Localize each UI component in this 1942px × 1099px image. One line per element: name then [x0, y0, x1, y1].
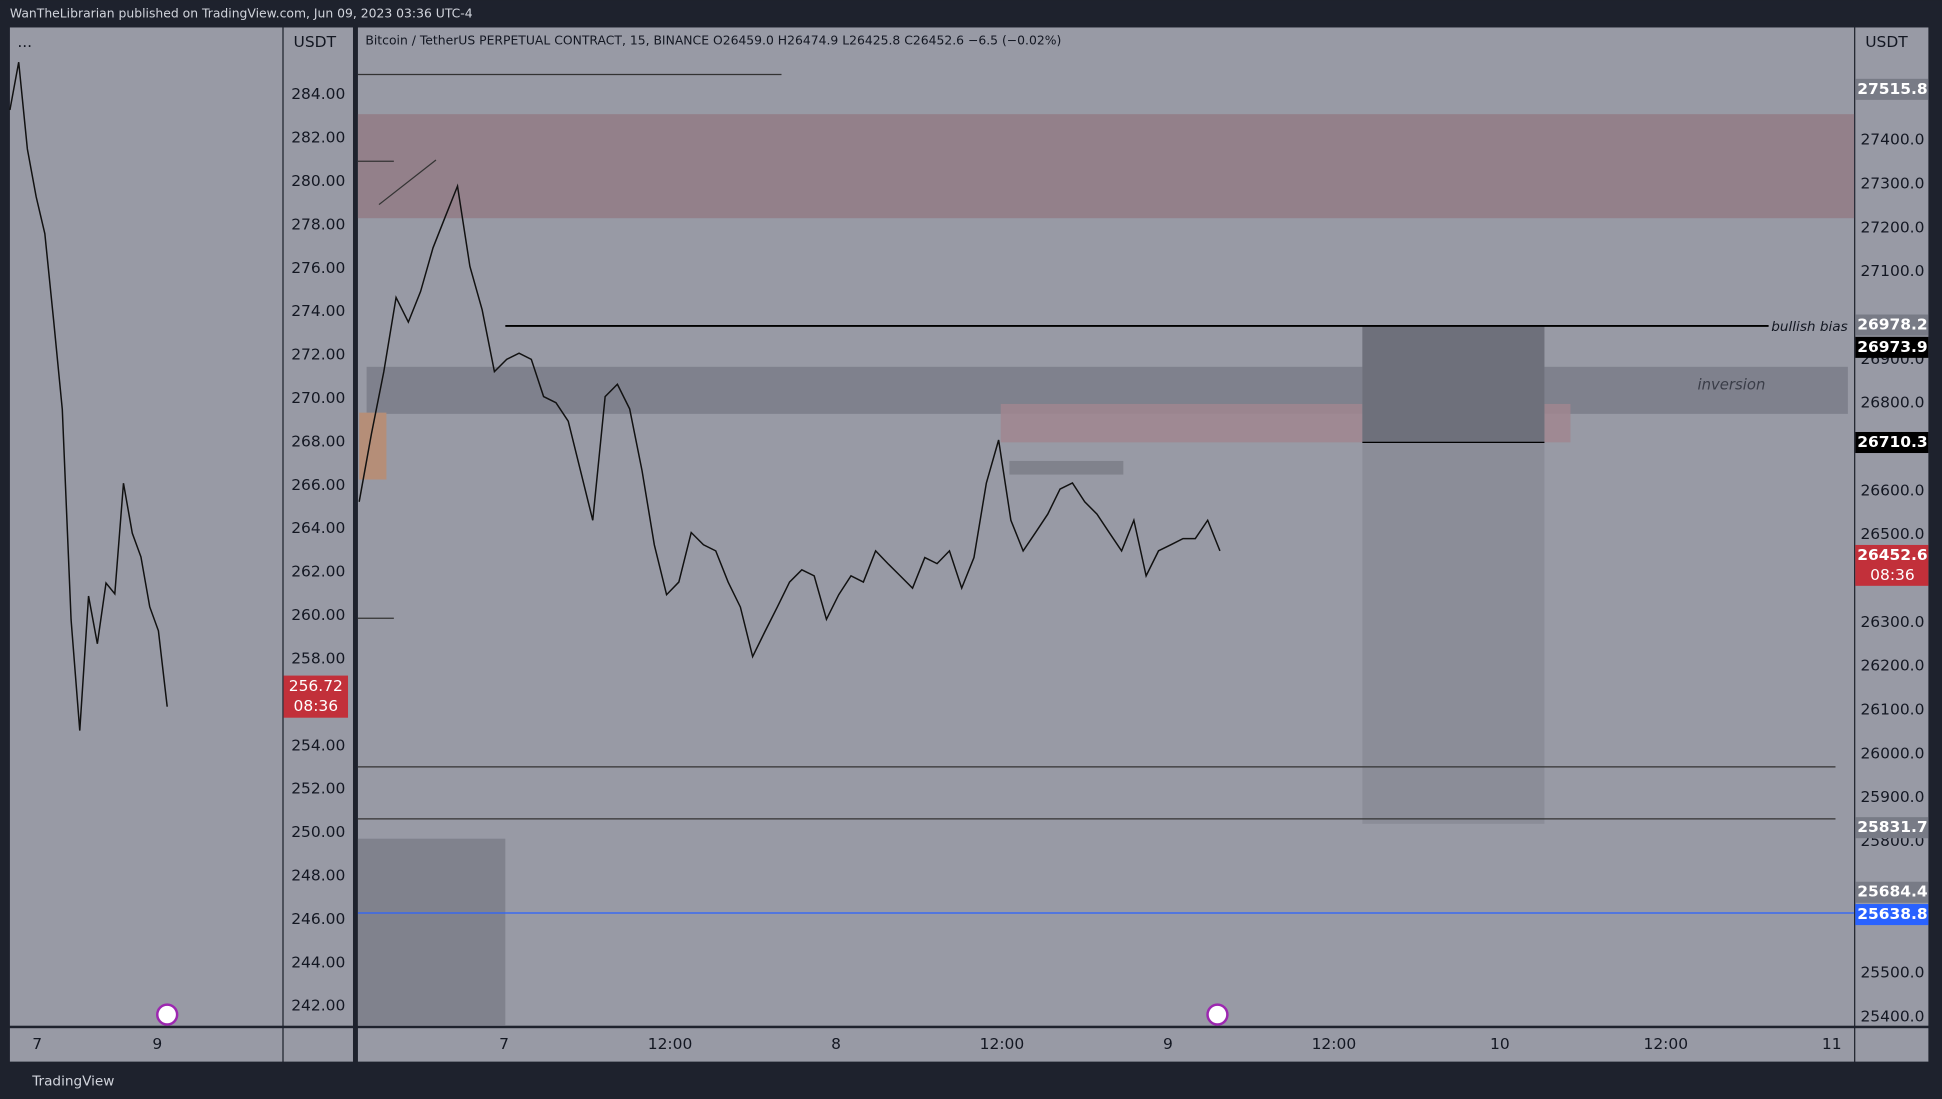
y-tick-label: 242.00 — [291, 997, 345, 1015]
zone — [357, 838, 506, 1026]
price-tag-label: 26978.2 — [1857, 316, 1927, 334]
price-tag-label: 27515.8 — [1857, 80, 1927, 98]
x-tick-label: 8 — [831, 1035, 841, 1053]
y-tick-label: 26200.0 — [1860, 657, 1924, 675]
price-tag — [1855, 881, 1929, 903]
price-tag-label: 25831.7 — [1857, 818, 1927, 836]
y-tick-label: 246.00 — [291, 910, 345, 928]
main-time-axis — [357, 1028, 1855, 1062]
event-icon[interactable] — [156, 1003, 179, 1026]
y-tick-label: 27300.0 — [1860, 174, 1924, 192]
x-tick-label: 7 — [32, 1035, 42, 1053]
left-pane — [9, 27, 283, 1026]
y-tick-label: 25500.0 — [1860, 964, 1924, 982]
y-tick-label: 26100.0 — [1860, 701, 1924, 719]
y-tick-label: 260.00 — [291, 606, 345, 624]
x-tick-label: 9 — [1163, 1035, 1173, 1053]
supply-zone — [357, 114, 1855, 219]
brand: TradingView — [31, 1073, 114, 1089]
y-tick-label: 282.00 — [291, 129, 345, 147]
price-tag — [1855, 431, 1929, 454]
zone — [1009, 460, 1124, 475]
price-line — [9, 62, 168, 731]
y-tick-label: 258.00 — [291, 649, 345, 667]
y-tick-label: 280.00 — [291, 172, 345, 190]
main-axis — [1855, 27, 1929, 1026]
corner — [1855, 1028, 1929, 1062]
price-tag — [1855, 817, 1929, 839]
y-tick-label: 276.00 — [291, 259, 345, 277]
symbol-info: Bitcoin / TetherUS PERPETUAL CONTRACT, 1… — [365, 34, 1061, 48]
y-tick-label: 25400.0 — [1860, 1007, 1924, 1025]
corner — [283, 1028, 353, 1062]
y-tick-label: 252.00 — [291, 780, 345, 798]
y-tick-label: 272.00 — [291, 346, 345, 364]
price-tag — [1855, 336, 1929, 358]
price-tag — [283, 675, 349, 718]
y-tick-label: 25900.0 — [1860, 788, 1924, 806]
y-tick-label: 248.00 — [291, 866, 345, 884]
annotation: inversion — [1697, 375, 1765, 393]
x-tick-label: 9 — [152, 1035, 162, 1053]
y-tick-label: 266.00 — [291, 476, 345, 494]
left-time-axis — [9, 1028, 283, 1062]
axis-unit: USDT — [294, 33, 337, 51]
menu[interactable]: ... — [17, 33, 32, 51]
price-tag — [1855, 904, 1929, 926]
x-tick-label: 11 — [1822, 1035, 1842, 1053]
y-tick-label: 278.00 — [291, 215, 345, 233]
y-tick-label: 274.00 — [291, 302, 345, 320]
axis-unit: USDT — [1865, 33, 1908, 51]
y-tick-label: 268.00 — [291, 432, 345, 450]
x-tick-label: 7 — [499, 1035, 509, 1053]
price-tag-label: 26710.3 — [1857, 433, 1927, 451]
annotation: bullish bias — [1771, 319, 1848, 335]
drawings — [156, 73, 1855, 1026]
y-tick-label: 270.00 — [291, 389, 345, 407]
y-tick-label: 26300.0 — [1860, 613, 1924, 631]
x-tick-label: 12:00 — [1312, 1035, 1357, 1053]
y-tick-label: 26000.0 — [1860, 744, 1924, 762]
zone — [359, 412, 387, 480]
y-tick-label: 244.00 — [291, 953, 345, 971]
x-tick-label: 10 — [1490, 1035, 1510, 1053]
y-tick-label: 254.00 — [291, 736, 345, 754]
x-tick-label: 12:00 — [648, 1035, 693, 1053]
price-tag-label: 25684.4 — [1857, 883, 1928, 901]
x-tick-label: 12:00 — [1644, 1035, 1689, 1053]
price-tag — [1855, 78, 1929, 100]
price-tag-label: 26973.9 — [1857, 338, 1927, 356]
x-tick-label: 12:00 — [980, 1035, 1025, 1053]
position-box — [1362, 325, 1545, 443]
event-icon[interactable] — [1206, 1003, 1229, 1026]
countdown: 08:36 — [1870, 566, 1915, 584]
price-tag-label: 256.72 — [289, 677, 343, 695]
y-tick-label: 250.00 — [291, 823, 345, 841]
publisher: WanTheLibrarian published on TradingView… — [10, 6, 473, 20]
y-tick-label: 26600.0 — [1860, 481, 1924, 499]
y-tick-label: 27400.0 — [1860, 131, 1924, 149]
price-line — [358, 183, 1221, 659]
price-tag — [1855, 314, 1929, 336]
y-tick-label: 26800.0 — [1860, 394, 1924, 412]
price-tag-label: 26452.6 — [1857, 546, 1927, 564]
y-tick-label: 264.00 — [291, 519, 345, 537]
y-tick-label: 27100.0 — [1860, 262, 1924, 280]
y-tick-label: 262.00 — [291, 563, 345, 581]
price-tag-label: 25638.8 — [1857, 905, 1927, 923]
y-tick-label: 284.00 — [291, 85, 345, 103]
price-tag — [1855, 544, 1929, 586]
y-tick-label: 26500.0 — [1860, 525, 1924, 543]
trend-line — [378, 159, 437, 206]
countdown: 08:36 — [294, 697, 339, 715]
y-tick-label: 27200.0 — [1860, 218, 1924, 236]
left-axis — [283, 27, 353, 1026]
